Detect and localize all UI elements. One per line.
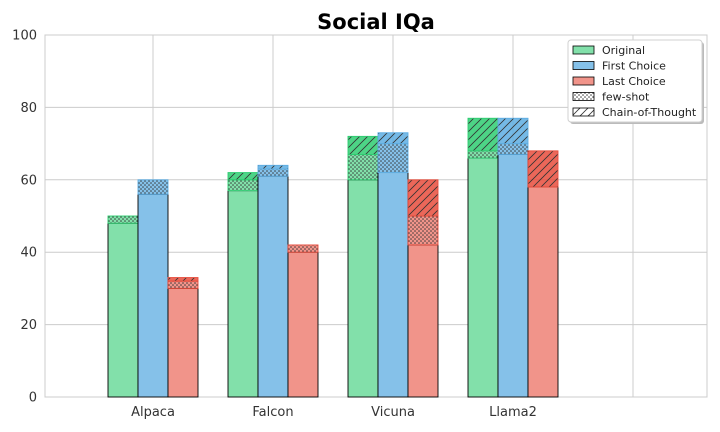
bar-cot-segment <box>167 277 199 282</box>
bar-base-original <box>467 157 499 398</box>
bar-cot-segment <box>347 135 379 155</box>
bar-base-last-choice <box>527 186 559 398</box>
bar-few-shot-segment <box>407 215 439 246</box>
bar-base-first-choice <box>497 154 529 398</box>
bar-base-last-choice <box>167 287 199 398</box>
bar-base-last-choice <box>287 251 319 398</box>
bar-few-shot-segment <box>467 150 499 159</box>
legend-label: First Choice <box>602 60 666 73</box>
bar-few-shot-segment <box>227 179 259 192</box>
y-tick-label: 60 <box>20 173 37 188</box>
bar-few-shot-segment <box>257 168 289 177</box>
bar-base-original <box>227 190 259 398</box>
bar-cot-segment <box>497 117 529 145</box>
y-tick-label: 100 <box>12 29 37 44</box>
legend-label: few-shot <box>602 91 650 104</box>
bar-cot-segment <box>377 132 409 145</box>
legend-swatch <box>572 45 595 55</box>
y-tick-label: 20 <box>20 318 37 333</box>
x-tick-label: Vicuna <box>371 405 415 420</box>
y-tick-label: 40 <box>20 246 37 261</box>
bar-base-first-choice <box>257 175 289 398</box>
bar-cot-segment <box>227 172 259 181</box>
legend-swatch <box>572 107 595 117</box>
bar-few-shot-segment <box>107 215 139 224</box>
x-tick-label: Falcon <box>252 405 293 420</box>
x-tick-label: Alpaca <box>131 405 175 420</box>
y-axis-ticks: 0 20 40 60 80 100 <box>12 29 37 406</box>
bar-cot-segment <box>467 117 499 152</box>
bar-base-original <box>347 179 379 398</box>
bar-cot-segment <box>407 179 439 217</box>
bar-base-original <box>107 222 139 398</box>
bars-layer <box>107 117 559 398</box>
bar-few-shot-segment <box>497 143 529 155</box>
legend: Original First Choice Last Choice few-shot C… <box>567 39 704 124</box>
y-tick-label: 0 <box>29 391 37 406</box>
legend-label: Last Choice <box>602 75 666 88</box>
legend-swatch <box>572 76 595 86</box>
legend-label: Original <box>602 44 645 57</box>
bar-base-first-choice <box>377 172 409 398</box>
bar-cot-segment <box>527 150 559 188</box>
legend-frame <box>567 39 703 123</box>
bar-cot-segment <box>257 164 289 170</box>
bar-few-shot-segment <box>377 143 409 174</box>
y-tick-label: 80 <box>20 101 37 116</box>
chart-title: Social IQa <box>317 10 435 34</box>
legend-label: Chain-of-Thought <box>602 106 697 119</box>
bar-few-shot-segment <box>287 244 319 253</box>
bar-few-shot-segment <box>137 179 169 195</box>
legend-swatch <box>572 92 595 101</box>
bar-few-shot-segment <box>347 154 379 181</box>
x-tick-label: Llama2 <box>489 405 537 420</box>
bar-base-first-choice <box>137 193 169 398</box>
bar-base-last-choice <box>407 244 439 398</box>
x-axis-ticks: Alpaca Falcon Vicuna Llama2 <box>131 405 537 420</box>
bar-few-shot-segment <box>167 280 199 289</box>
legend-swatch <box>572 61 595 70</box>
